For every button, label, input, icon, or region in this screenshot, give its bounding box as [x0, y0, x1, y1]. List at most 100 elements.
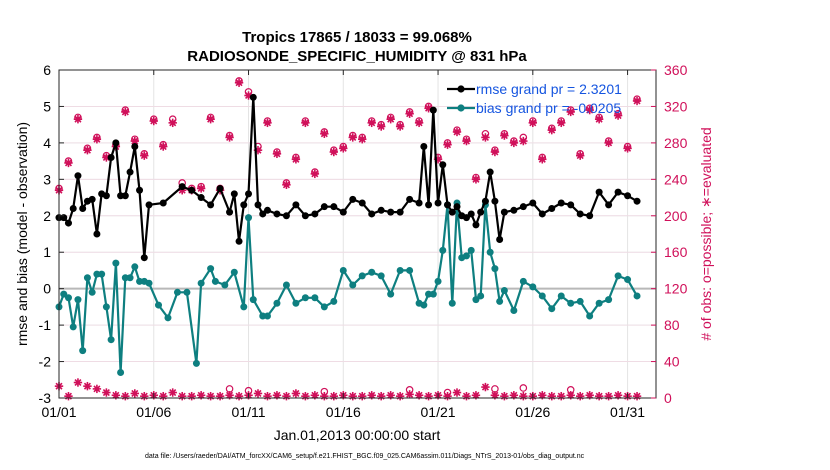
x-tick-label: 01/16 [326, 404, 361, 420]
rmse-point [358, 199, 366, 207]
obs-evaluated-marker [414, 118, 424, 128]
x-tick-label: 01/06 [136, 404, 171, 420]
rmse-point [93, 230, 101, 238]
rmse-point [477, 208, 485, 216]
rmse-point [254, 201, 262, 209]
rmse-point [387, 208, 395, 216]
obs-evaluated-marker [177, 391, 187, 401]
rmse-point [112, 139, 120, 147]
obs-evaluated-marker [414, 391, 424, 400]
y-left-tick-label: 1 [43, 244, 51, 260]
rmse-point [510, 206, 518, 214]
y-left-tick-label: 4 [43, 135, 51, 151]
bias-point [107, 336, 115, 344]
rmse-point [79, 204, 87, 212]
bias-point [633, 292, 641, 300]
obs-evaluated-marker [111, 391, 121, 400]
obs-evaluated-marker [632, 391, 642, 401]
bias-point [282, 281, 290, 289]
obs-evaluated-marker [83, 145, 92, 155]
bias-point [576, 297, 584, 305]
bias-point [301, 294, 309, 302]
obs-evaluated-marker [102, 388, 111, 397]
obs-evaluated-marker [206, 115, 215, 124]
y-right-tick-label: 80 [664, 317, 680, 333]
obs-evaluated-marker [140, 151, 149, 160]
bias-point [448, 299, 456, 307]
rmse-point [74, 172, 82, 180]
obs-evaluated-marker [130, 136, 140, 146]
x-axis-ticks: 01/01 01/06 01/11 01/16 01/21 01/26 01/31 [41, 70, 645, 420]
rmse-point [69, 204, 77, 212]
rmse-point [349, 195, 357, 203]
bias-point [79, 347, 87, 355]
y-left-tick-label: 3 [43, 171, 51, 187]
obs-evaluated-marker [509, 138, 519, 148]
rmse-point [529, 199, 537, 207]
rmse-point [330, 203, 338, 211]
rmse-point [301, 212, 309, 220]
rmse-point [226, 208, 234, 216]
y-right-tick-label: 360 [664, 62, 688, 78]
obs-evaluated-marker [528, 118, 538, 128]
rmse-point [429, 106, 437, 114]
obs-evaluated-marker [424, 391, 433, 401]
rmse-point [240, 201, 248, 209]
rmse-point [415, 199, 423, 207]
obs-evaluated-marker [500, 391, 509, 401]
obs-count-layer [54, 77, 642, 401]
rmse-point [259, 210, 267, 218]
bias-point [126, 274, 134, 282]
obs-evaluated-marker [405, 109, 414, 118]
rmse-point [448, 208, 456, 216]
bias-point [230, 268, 238, 276]
obs-evaluated-marker [395, 391, 405, 401]
rmse-point [178, 183, 186, 191]
obs-evaluated-marker [519, 391, 528, 401]
rmse-point [140, 254, 148, 262]
obs-possible-marker [519, 384, 528, 392]
bias-point [377, 272, 385, 280]
rmse-point [230, 190, 238, 198]
obs-evaluated-marker [367, 118, 376, 128]
y-left-tick-label: 6 [43, 62, 51, 78]
rmse-point [406, 195, 414, 203]
obs-evaluated-marker [500, 131, 509, 140]
bias-point [292, 299, 300, 307]
bias-point [567, 299, 575, 307]
obs-evaluated-marker [575, 391, 585, 401]
bias-point [339, 266, 347, 274]
rmse-point [396, 208, 404, 216]
obs-evaluated-marker [92, 135, 102, 144]
obs-evaluated-marker [613, 391, 623, 400]
obs-evaluated-marker [386, 115, 395, 124]
bias-point [211, 277, 219, 285]
y-right-tick-label: 280 [664, 135, 688, 151]
rmse-point [207, 201, 215, 209]
rmse-point [500, 208, 508, 216]
y-right-tick-label: 320 [664, 98, 688, 114]
obs-evaluated-marker [159, 391, 168, 401]
obs-evaluated-marker [301, 118, 310, 128]
y-right-tick-label: 120 [664, 281, 688, 297]
bias-point [330, 297, 338, 305]
obs-evaluated-marker [339, 144, 348, 153]
obs-evaluated-marker [215, 391, 225, 401]
rmse-point [444, 201, 452, 209]
obs-evaluated-marker [405, 390, 414, 399]
rmse-point [548, 204, 556, 212]
rmse-point [126, 168, 134, 176]
x-tick-label: 01/31 [610, 404, 645, 420]
bias-point [207, 265, 215, 273]
bias-point [477, 292, 485, 300]
rmse-point [282, 212, 290, 220]
obs-evaluated-marker [443, 140, 452, 149]
obs-evaluated-marker [263, 391, 272, 401]
rmse-point [614, 188, 622, 196]
obs-evaluated-marker [604, 138, 613, 148]
bias-point [472, 296, 480, 304]
obs-evaluated-marker [73, 378, 83, 387]
rmse-point [60, 214, 68, 222]
bias-point [183, 288, 191, 296]
